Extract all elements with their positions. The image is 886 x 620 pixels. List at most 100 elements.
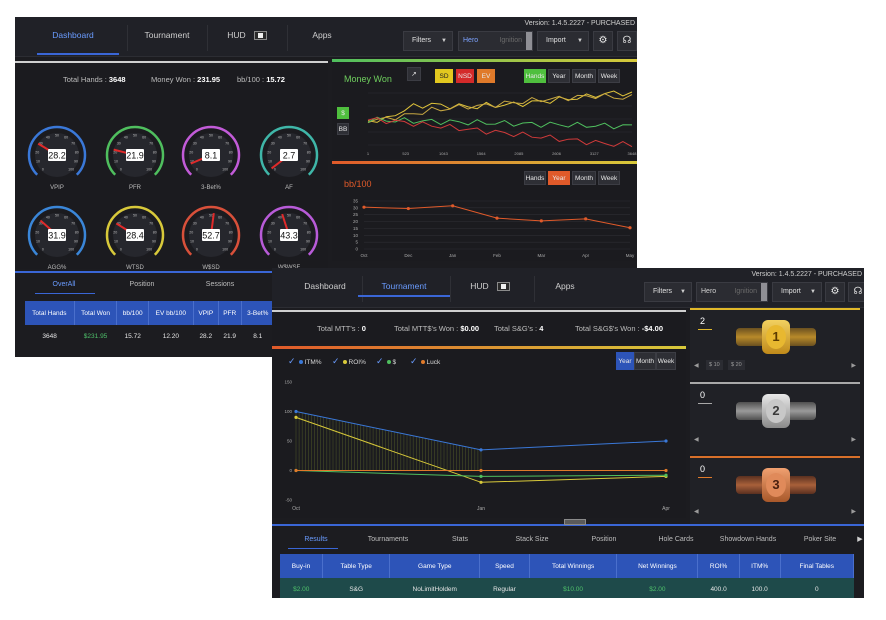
nav-apps[interactable]: Apps — [555, 281, 575, 291]
check-luck[interactable]: ✓ Luck — [410, 356, 441, 366]
money-won-panel: Money Won ↗ SD NSD EV Hands Year Month W… — [332, 59, 637, 159]
range-month-button[interactable]: Month — [634, 352, 656, 370]
nav-tournament[interactable]: Tournament — [144, 30, 190, 40]
money-won-title: Money Won — [344, 74, 392, 84]
range-year-button[interactable]: Year — [616, 352, 634, 370]
sd-toggle[interactable]: SD — [435, 69, 453, 83]
col-pfr: PFR — [218, 301, 242, 325]
tab-stack-size[interactable]: Stack Size — [515, 536, 549, 543]
filters-dropdown[interactable]: Filters ▼ — [403, 31, 453, 51]
import-dropdown[interactable]: Import ▼ — [772, 282, 822, 302]
gauge-tick-label: 80 — [307, 230, 311, 234]
player-select[interactable]: Hero Ignition — [696, 282, 768, 302]
tab-tournaments[interactable]: Tournaments — [367, 536, 409, 543]
gauge-tick-label: 100 — [146, 248, 152, 252]
headset-icon[interactable]: ☊ — [617, 31, 637, 51]
tab-showdown-hands[interactable]: Showdown Hands — [719, 536, 777, 543]
chevron-left-icon[interactable]: ◀ — [694, 363, 699, 369]
scroll-handle[interactable] — [526, 32, 532, 50]
chevron-right-icon[interactable]: ▶ — [851, 437, 856, 443]
check-dollar[interactable]: ✓ $ — [376, 356, 397, 366]
gauge-tick-label: 70 — [303, 222, 307, 226]
tab-results[interactable]: Results — [304, 536, 328, 543]
tab-poker-site[interactable]: Poker Site — [803, 536, 837, 543]
range-week-button[interactable]: Week — [656, 352, 676, 370]
nav-dashboard[interactable]: Dashboard — [52, 30, 94, 40]
nsd-toggle[interactable]: NSD — [456, 69, 474, 83]
tab-hole-cards[interactable]: Hole Cards — [658, 536, 694, 543]
checkmark-icon: ✓ — [376, 356, 384, 366]
tab-position[interactable]: Position — [129, 281, 155, 288]
gauge-tick-label: 0 — [42, 248, 44, 252]
chevron-right-icon[interactable]: ▶ — [857, 536, 863, 543]
unit-bb-button[interactable]: BB — [337, 123, 349, 135]
filters-dropdown[interactable]: Filters ▼ — [644, 282, 692, 302]
x-tick-label: May — [626, 253, 635, 258]
gauge-tick-label: 70 — [303, 142, 307, 146]
buyin-chip[interactable]: $ 10 — [706, 360, 723, 370]
gauge-tick-label: 80 — [75, 230, 79, 234]
range-year-button[interactable]: Year — [548, 171, 570, 185]
overall-table: Total Hands Total Won bb/100 EV bb/100 V… — [25, 301, 276, 347]
gauge-tick-label: 80 — [307, 150, 311, 154]
gauge-tick-label: 70 — [225, 142, 229, 146]
gauge-value: 21.9 — [126, 151, 144, 161]
headset-icon[interactable]: ☊ — [848, 282, 864, 302]
unit-dollar-button[interactable]: $ — [337, 107, 349, 119]
check-itm[interactable]: ✓ ITM% — [288, 356, 322, 366]
range-month-button[interactable]: Month — [572, 69, 596, 83]
place-third-count: 0 — [700, 464, 706, 474]
nav-hud[interactable]: HUD — [207, 30, 287, 41]
silver-belt-icon: 2 — [736, 394, 816, 428]
gauge-arc — [181, 205, 241, 256]
resize-handle[interactable] — [564, 519, 586, 525]
hud-toggle[interactable] — [253, 31, 267, 41]
tab-stats[interactable]: Stats — [452, 536, 468, 543]
x-tick-label: 3127 — [590, 151, 600, 156]
external-link-icon[interactable]: ↗ — [407, 67, 421, 81]
tab-overall[interactable]: OverAll — [52, 281, 76, 288]
player-select[interactable]: Hero Ignition — [458, 31, 533, 51]
gauge-tick-label: 10 — [190, 240, 194, 244]
range-year-button[interactable]: Year — [548, 69, 570, 83]
y-tick-label: 150 — [284, 380, 292, 385]
range-week-button[interactable]: Week — [598, 171, 620, 185]
gauge-value: 43.3 — [280, 231, 298, 241]
tourney-point — [664, 439, 668, 443]
y-tick-label: 25 — [353, 212, 359, 217]
buyin-chip[interactable]: $ 20 — [728, 360, 745, 370]
table-row[interactable]: 3648 $231.95 15.72 12.20 28.2 21.9 8.1 — [42, 332, 263, 340]
nav-dashboard[interactable]: Dashboard — [304, 281, 346, 291]
nav-apps[interactable]: Apps — [312, 30, 332, 40]
import-dropdown[interactable]: Import ▼ — [537, 31, 589, 51]
tournament-chart-panel — [272, 346, 686, 518]
gauge-tick-label: 70 — [149, 142, 153, 146]
tourney-point — [479, 448, 483, 452]
range-hands-button[interactable]: Hands — [524, 171, 546, 185]
gauge-value-box — [126, 229, 144, 241]
tab-position[interactable]: Position — [591, 536, 617, 543]
nav-tournament[interactable]: Tournament — [381, 281, 427, 291]
range-week-button[interactable]: Week — [598, 69, 620, 83]
x-tick-label: 1 — [367, 151, 370, 156]
tourney-point — [664, 473, 668, 477]
bb-point — [584, 217, 588, 221]
scroll-handle[interactable] — [761, 283, 767, 301]
gauge-tick-label: 80 — [229, 150, 233, 154]
range-hands-button[interactable]: Hands — [524, 69, 546, 83]
check-roi[interactable]: ✓ ROI% — [332, 356, 366, 366]
chevron-left-icon[interactable]: ◀ — [694, 509, 699, 515]
chevron-left-icon[interactable]: ◀ — [694, 437, 699, 443]
nav-hud[interactable]: HUD — [450, 281, 530, 292]
table-row[interactable]: $2.00 S&G NoLimitHoldem Regular $10.00 $… — [280, 578, 854, 598]
gear-icon[interactable]: ⚙ — [825, 282, 845, 302]
ev-toggle[interactable]: EV — [477, 69, 495, 83]
chevron-right-icon[interactable]: ▶ — [851, 363, 856, 369]
gauge-label: AF — [285, 185, 293, 191]
gear-icon[interactable]: ⚙ — [593, 31, 613, 51]
range-month-button[interactable]: Month — [572, 171, 596, 185]
chevron-right-icon[interactable]: ▶ — [851, 509, 856, 515]
tab-sessions[interactable]: Sessions — [205, 281, 235, 288]
hud-toggle[interactable] — [496, 282, 510, 292]
gauge-tick-label: 20 — [113, 230, 117, 234]
